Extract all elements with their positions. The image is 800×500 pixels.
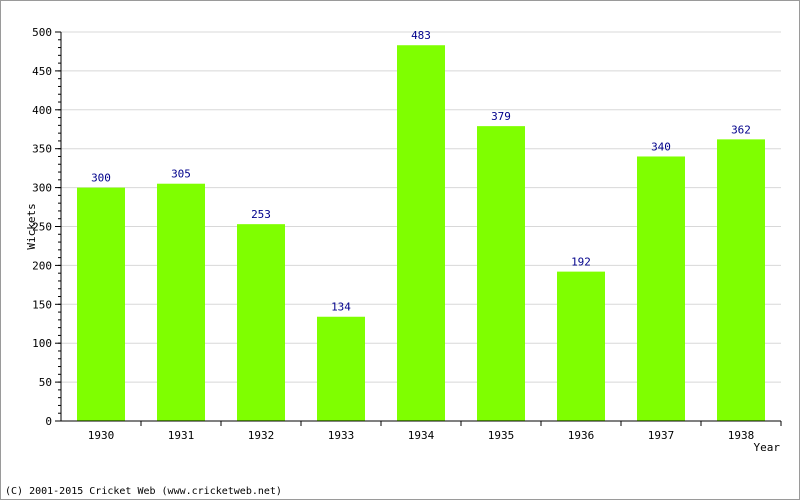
y-tick-label: 0 xyxy=(45,415,52,428)
value-label: 362 xyxy=(731,123,751,136)
x-tick-label: 1937 xyxy=(648,429,675,442)
value-label: 379 xyxy=(491,110,511,123)
copyright-footer: (C) 2001-2015 Cricket Web (www.cricketwe… xyxy=(5,486,282,497)
y-tick-label: 250 xyxy=(32,221,52,234)
x-tick-label: 1935 xyxy=(488,429,515,442)
value-label: 192 xyxy=(571,256,591,269)
value-label: 134 xyxy=(331,301,351,314)
y-tick-label: 150 xyxy=(32,298,52,311)
bars xyxy=(77,45,765,422)
bar-1933 xyxy=(317,316,365,421)
value-label: 253 xyxy=(251,208,271,221)
bar-1931 xyxy=(157,183,205,421)
bar-1934 xyxy=(397,45,445,421)
y-tick-label: 450 xyxy=(32,65,52,78)
y-tick-label: 100 xyxy=(32,337,52,350)
value-label: 300 xyxy=(91,172,111,185)
y-tick-label: 50 xyxy=(39,376,52,389)
value-label: 305 xyxy=(171,168,191,181)
value-labels: 300 305 253 134 483 379 192 340 362 xyxy=(91,29,751,314)
bar-1938 xyxy=(717,139,765,421)
value-label: 483 xyxy=(411,29,431,42)
bar-1937 xyxy=(637,156,685,422)
y-tick-label: 300 xyxy=(32,182,52,195)
y-axis-title: Wickets xyxy=(25,203,38,249)
x-tick-label: 1930 xyxy=(88,429,115,442)
bar-1935 xyxy=(477,126,525,421)
y-tick-label: 350 xyxy=(32,143,52,156)
bar-1930 xyxy=(77,187,125,421)
x-tick-label: 1936 xyxy=(568,429,595,442)
x-axis-title: Year xyxy=(754,441,781,454)
bar-1936 xyxy=(557,271,605,421)
y-tick-label: 500 xyxy=(32,26,52,39)
axes xyxy=(55,31,782,426)
y-tick-label: 400 xyxy=(32,104,52,117)
x-tick-label: 1934 xyxy=(408,429,435,442)
x-tick-label: 1933 xyxy=(328,429,355,442)
x-tick-label: 1931 xyxy=(168,429,195,442)
x-tick-label: 1932 xyxy=(248,429,275,442)
y-tick-label: 200 xyxy=(32,259,52,272)
x-tick-label: 1938 xyxy=(728,429,755,442)
x-tick-labels: 1930 1931 1932 1933 1934 1935 1936 1937 1938 xyxy=(88,429,755,442)
y-tick-labels: 0 50 100 150 200 250 300 350 400 450 500 xyxy=(32,26,52,428)
value-label: 340 xyxy=(651,140,671,153)
bar-1932 xyxy=(237,224,285,421)
